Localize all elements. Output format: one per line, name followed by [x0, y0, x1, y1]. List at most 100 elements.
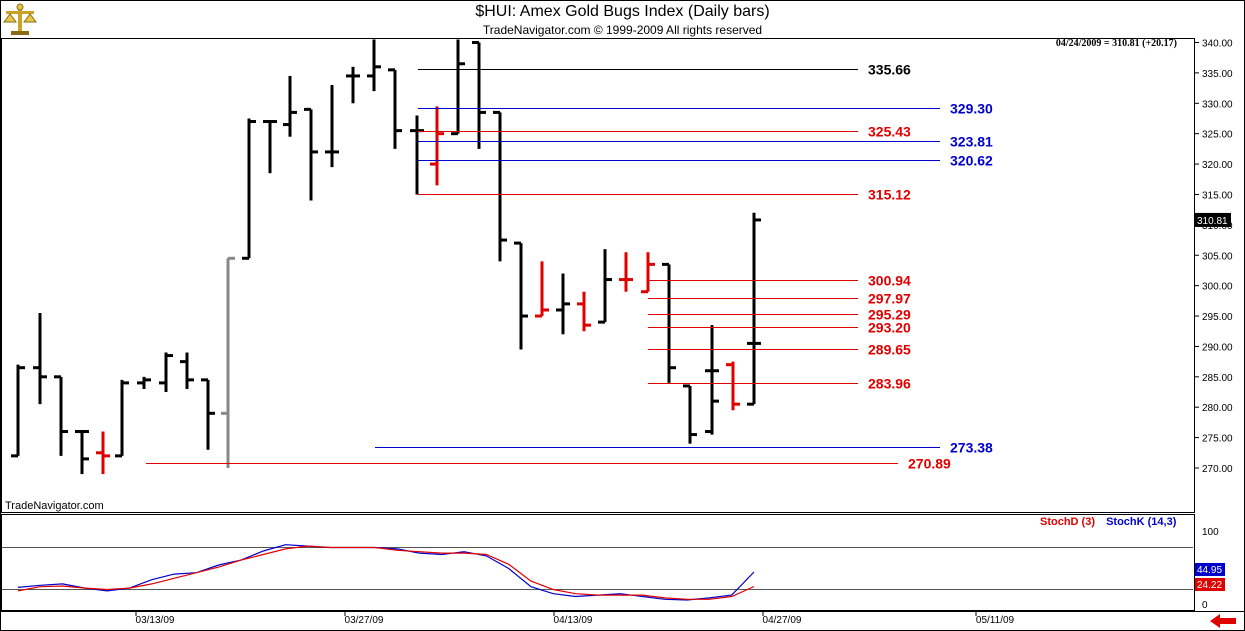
levels-layer: 335.66 329.30 325.43 323.81 320.62 315.12 300.… — [146, 62, 993, 472]
level-line: 283.96 — [648, 376, 911, 392]
level-line: 270.89 — [146, 456, 951, 472]
y-tick-label: 325.00 — [1202, 130, 1233, 141]
y-tick-label: 290.00 — [1202, 342, 1233, 353]
level-line: 325.43 — [418, 124, 911, 140]
y-tick-label: 315.00 — [1202, 190, 1233, 201]
last-price-box — [1195, 212, 1231, 227]
ohlc-bar — [535, 261, 549, 318]
stochd-last-box — [1195, 578, 1225, 591]
y-tick-label: 320.00 — [1202, 160, 1233, 171]
ohlc-bar — [201, 378, 215, 450]
last-price-label: 310.81 — [1197, 216, 1228, 227]
watermark-text: TradeNavigator.com — [5, 500, 104, 512]
stoch-tick-label: 0 — [1202, 600, 1208, 611]
y-tick-label: 340.00 — [1202, 39, 1233, 50]
y-tick-label: 275.00 — [1202, 434, 1233, 445]
ohlc-bar — [263, 120, 277, 174]
level-label: 325.43 — [868, 124, 911, 140]
stochd-last-label: 24.22 — [1197, 580, 1222, 591]
ohlc-bar — [304, 107, 318, 201]
legend-stochd: StochD (3) — [1040, 516, 1095, 528]
y-tick-label: 305.00 — [1202, 251, 1233, 262]
level-label: 297.97 — [868, 291, 911, 307]
ohlc-bar — [367, 39, 381, 92]
ohlc-bar — [242, 118, 256, 260]
stochk-last-label: 44.95 — [1197, 565, 1222, 576]
x-tick-label: 05/11/09 — [976, 615, 1015, 626]
stoch-series-line — [17, 545, 755, 600]
ohlc-bar — [619, 252, 633, 292]
stoch-layer — [2, 544, 1193, 601]
ohlc-bar — [747, 212, 761, 345]
x-axis: 03/13/09 03/27/09 04/13/09 04/27/09 05/11/09 — [135, 611, 1015, 626]
ohlc-bar — [726, 361, 740, 411]
level-label: 320.62 — [950, 153, 993, 169]
x-tick-label: 04/27/09 — [763, 615, 802, 626]
level-line: 300.94 — [648, 273, 911, 289]
price-panel-border — [1, 38, 1195, 513]
ohlc-bar — [493, 110, 507, 262]
chart-title: $HUI: Amex Gold Bugs Index (Daily bars) — [475, 3, 770, 20]
ohlc-bar — [325, 85, 339, 168]
level-line: 315.12 — [418, 187, 911, 203]
level-line: 320.62 — [418, 153, 993, 169]
level-label: 293.20 — [868, 320, 911, 336]
ohlc-bar — [283, 75, 297, 137]
y-tick-label: 295.00 — [1202, 312, 1233, 323]
level-line: 335.66 — [418, 62, 911, 78]
y-tick-label: 280.00 — [1202, 403, 1233, 414]
price-axis: 340.00 335.00 330.00 325.00 320.00 315.00 310.… — [1194, 39, 1233, 475]
level-line: 323.81 — [418, 134, 993, 150]
x-tick-label: 03/27/09 — [345, 615, 384, 626]
legend-stochk: StochK (14,3) — [1106, 516, 1177, 528]
level-label: 289.65 — [868, 342, 911, 358]
y-tick-label: 300.00 — [1202, 282, 1233, 293]
ohlc-bar — [180, 352, 194, 389]
level-label: 315.12 — [868, 187, 911, 203]
last-price-readout: 04/24/2009 = 310.81 (+20.17) — [1055, 38, 1177, 49]
y-tick-label: 330.00 — [1202, 99, 1233, 110]
level-label: 270.89 — [908, 456, 951, 472]
ohlc-bar — [662, 262, 676, 383]
level-line: 273.38 — [375, 440, 993, 456]
ohlc-bar — [115, 379, 129, 458]
ohlc-bar — [577, 291, 591, 332]
ohlc-bar — [11, 364, 25, 458]
price-layer — [11, 39, 761, 475]
copyright-line: TradeNavigator.com © 1999-2009 All right… — [482, 23, 763, 37]
ohlc-bar — [137, 376, 151, 389]
stoch-tick-label: 100 — [1202, 527, 1219, 538]
ohlc-bar — [705, 325, 719, 426]
y-tick-label: 270.00 — [1202, 464, 1233, 475]
level-label: 300.94 — [868, 273, 911, 289]
ohlc-bar — [96, 431, 110, 475]
ohlc-bar — [221, 256, 235, 468]
ohlc-bar — [430, 106, 444, 186]
y-tick-label: 285.00 — [1202, 373, 1233, 384]
level-label: 283.96 — [868, 376, 911, 392]
level-label: 335.66 — [868, 62, 911, 78]
ohlc-bar — [75, 430, 89, 475]
ohlc-bar — [598, 249, 612, 324]
stoch-panel-border — [1, 514, 1195, 611]
x-tick-label: 03/13/09 — [136, 615, 175, 626]
ohlc-bar — [33, 312, 47, 405]
ohlc-bar — [556, 273, 570, 335]
scroll-left-arrow-icon[interactable] — [1208, 613, 1238, 629]
ohlc-bar — [683, 384, 697, 444]
level-line: 295.29 — [648, 307, 911, 323]
ohlc-bar — [641, 252, 655, 294]
level-label: 323.81 — [950, 134, 993, 150]
y-tick-label: 335.00 — [1202, 69, 1233, 80]
ohlc-bar — [346, 66, 360, 104]
level-line: 289.65 — [648, 342, 911, 358]
ohlc-bar — [514, 241, 528, 350]
stochk-last-box — [1195, 563, 1225, 576]
ohlc-bar — [159, 352, 173, 393]
stoch-legend: StochD (3) StochK (14,3) — [1040, 516, 1176, 528]
ohlc-bar — [54, 375, 68, 456]
ohlc-bar — [388, 68, 402, 149]
